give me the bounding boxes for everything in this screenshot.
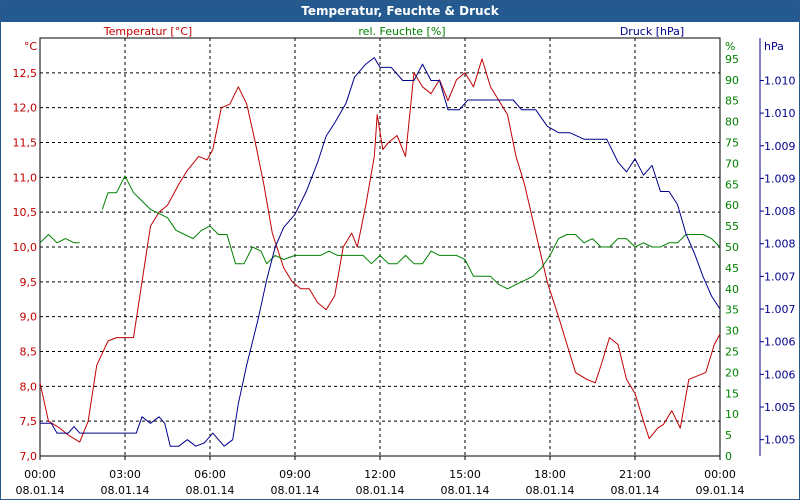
x-tick-time-label: 03:00 xyxy=(109,468,141,481)
series-line-humidity xyxy=(101,175,721,290)
x-tick-date-label: 08.01.14 xyxy=(101,484,150,497)
x-tick-date-label: 08.01.14 xyxy=(441,484,490,497)
pressure-unit-label: hPa xyxy=(764,40,784,53)
humidity-tick-label: 70 xyxy=(725,157,739,170)
temperature-tick-label: 8,5 xyxy=(20,346,38,359)
x-tick-time-label: 00:00 xyxy=(704,468,736,481)
temperature-tick-label: 9,5 xyxy=(20,276,38,289)
pressure-tick-label: 1.009 xyxy=(764,172,796,185)
humidity-tick-label: 80 xyxy=(725,116,739,129)
humidity-tick-label: 15 xyxy=(725,387,739,400)
temperature-tick-label: 12,0 xyxy=(13,102,38,115)
humidity-tick-label: 45 xyxy=(725,262,739,275)
temperature-tick-label: 11,0 xyxy=(13,171,38,184)
pressure-tick-label: 1.010 xyxy=(764,74,796,87)
humidity-tick-label: 25 xyxy=(725,346,739,359)
x-tick-time-label: 12:00 xyxy=(364,468,396,481)
humidity-tick-label: 40 xyxy=(725,283,739,296)
temperature-tick-label: 10,0 xyxy=(13,241,38,254)
x-tick-time-label: 18:00 xyxy=(534,468,566,481)
x-tick-time-label: 15:00 xyxy=(449,468,481,481)
x-tick-date-label: 08.01.14 xyxy=(186,484,235,497)
pressure-tick-label: 1.006 xyxy=(764,368,796,381)
pressure-tick-label: 1.009 xyxy=(764,140,796,153)
x-tick-time-label: 21:00 xyxy=(619,468,651,481)
humidity-tick-label: 90 xyxy=(725,74,739,87)
temperature-tick-label: 8,0 xyxy=(20,380,38,393)
chart-title: Temperatur, Feuchte & Druck xyxy=(1,1,799,22)
humidity-tick-label: 5 xyxy=(725,429,732,442)
temperature-tick-label: 7,0 xyxy=(20,450,38,463)
x-tick-date-label: 08.01.14 xyxy=(526,484,575,497)
humidity-tick-label: 95 xyxy=(725,53,739,66)
pressure-tick-label: 1.010 xyxy=(764,107,796,120)
pressure-tick-label: 1.005 xyxy=(764,401,796,414)
legend-humidity: rel. Feuchte [%] xyxy=(358,25,445,38)
pressure-tick-label: 1.008 xyxy=(764,238,796,251)
humidity-tick-label: 0 xyxy=(725,450,732,463)
pressure-tick-label: 1.008 xyxy=(764,205,796,218)
temperature-tick-label: 7,5 xyxy=(20,415,38,428)
pressure-tick-label: 1.007 xyxy=(764,270,796,283)
temperature-tick-label: 11,5 xyxy=(13,137,38,150)
legend-pressure: Druck [hPa] xyxy=(620,25,684,38)
humidity-tick-label: 85 xyxy=(725,95,739,108)
humidity-tick-label: 50 xyxy=(725,241,739,254)
pressure-tick-label: 1.005 xyxy=(764,434,796,447)
humidity-tick-label: 20 xyxy=(725,366,739,379)
x-tick-date-label: 08.01.14 xyxy=(611,484,660,497)
x-tick-date-label: 09.01.14 xyxy=(696,484,745,497)
pressure-tick-label: 1.007 xyxy=(764,303,796,316)
series-line-pressure xyxy=(40,57,721,447)
x-tick-date-label: 08.01.14 xyxy=(356,484,405,497)
humidity-tick-label: 60 xyxy=(725,199,739,212)
humidity-tick-label: 55 xyxy=(725,220,739,233)
temperature-tick-label: 9,0 xyxy=(20,311,38,324)
humidity-unit-label: % xyxy=(725,40,735,53)
x-tick-time-label: 09:00 xyxy=(279,468,311,481)
humidity-tick-label: 65 xyxy=(725,178,739,191)
x-tick-time-label: 06:00 xyxy=(194,468,226,481)
humidity-tick-label: 10 xyxy=(725,408,739,421)
x-tick-date-label: 08.01.14 xyxy=(271,484,320,497)
temperature-tick-label: 12,5 xyxy=(13,67,38,80)
series-line-humidity xyxy=(39,234,80,244)
humidity-tick-label: 75 xyxy=(725,137,739,150)
humidity-tick-label: 35 xyxy=(725,304,739,317)
pressure-tick-label: 1.006 xyxy=(764,336,796,349)
x-tick-time-label: 00:00 xyxy=(24,468,56,481)
legend-temperature: Temperatur [°C] xyxy=(103,25,192,38)
x-tick-date-label: 08.01.14 xyxy=(16,484,65,497)
temperature-unit-label: °C xyxy=(24,40,38,53)
series-line-temperature xyxy=(39,58,721,443)
humidity-tick-label: 30 xyxy=(725,325,739,338)
temperature-tick-label: 10,5 xyxy=(13,206,38,219)
